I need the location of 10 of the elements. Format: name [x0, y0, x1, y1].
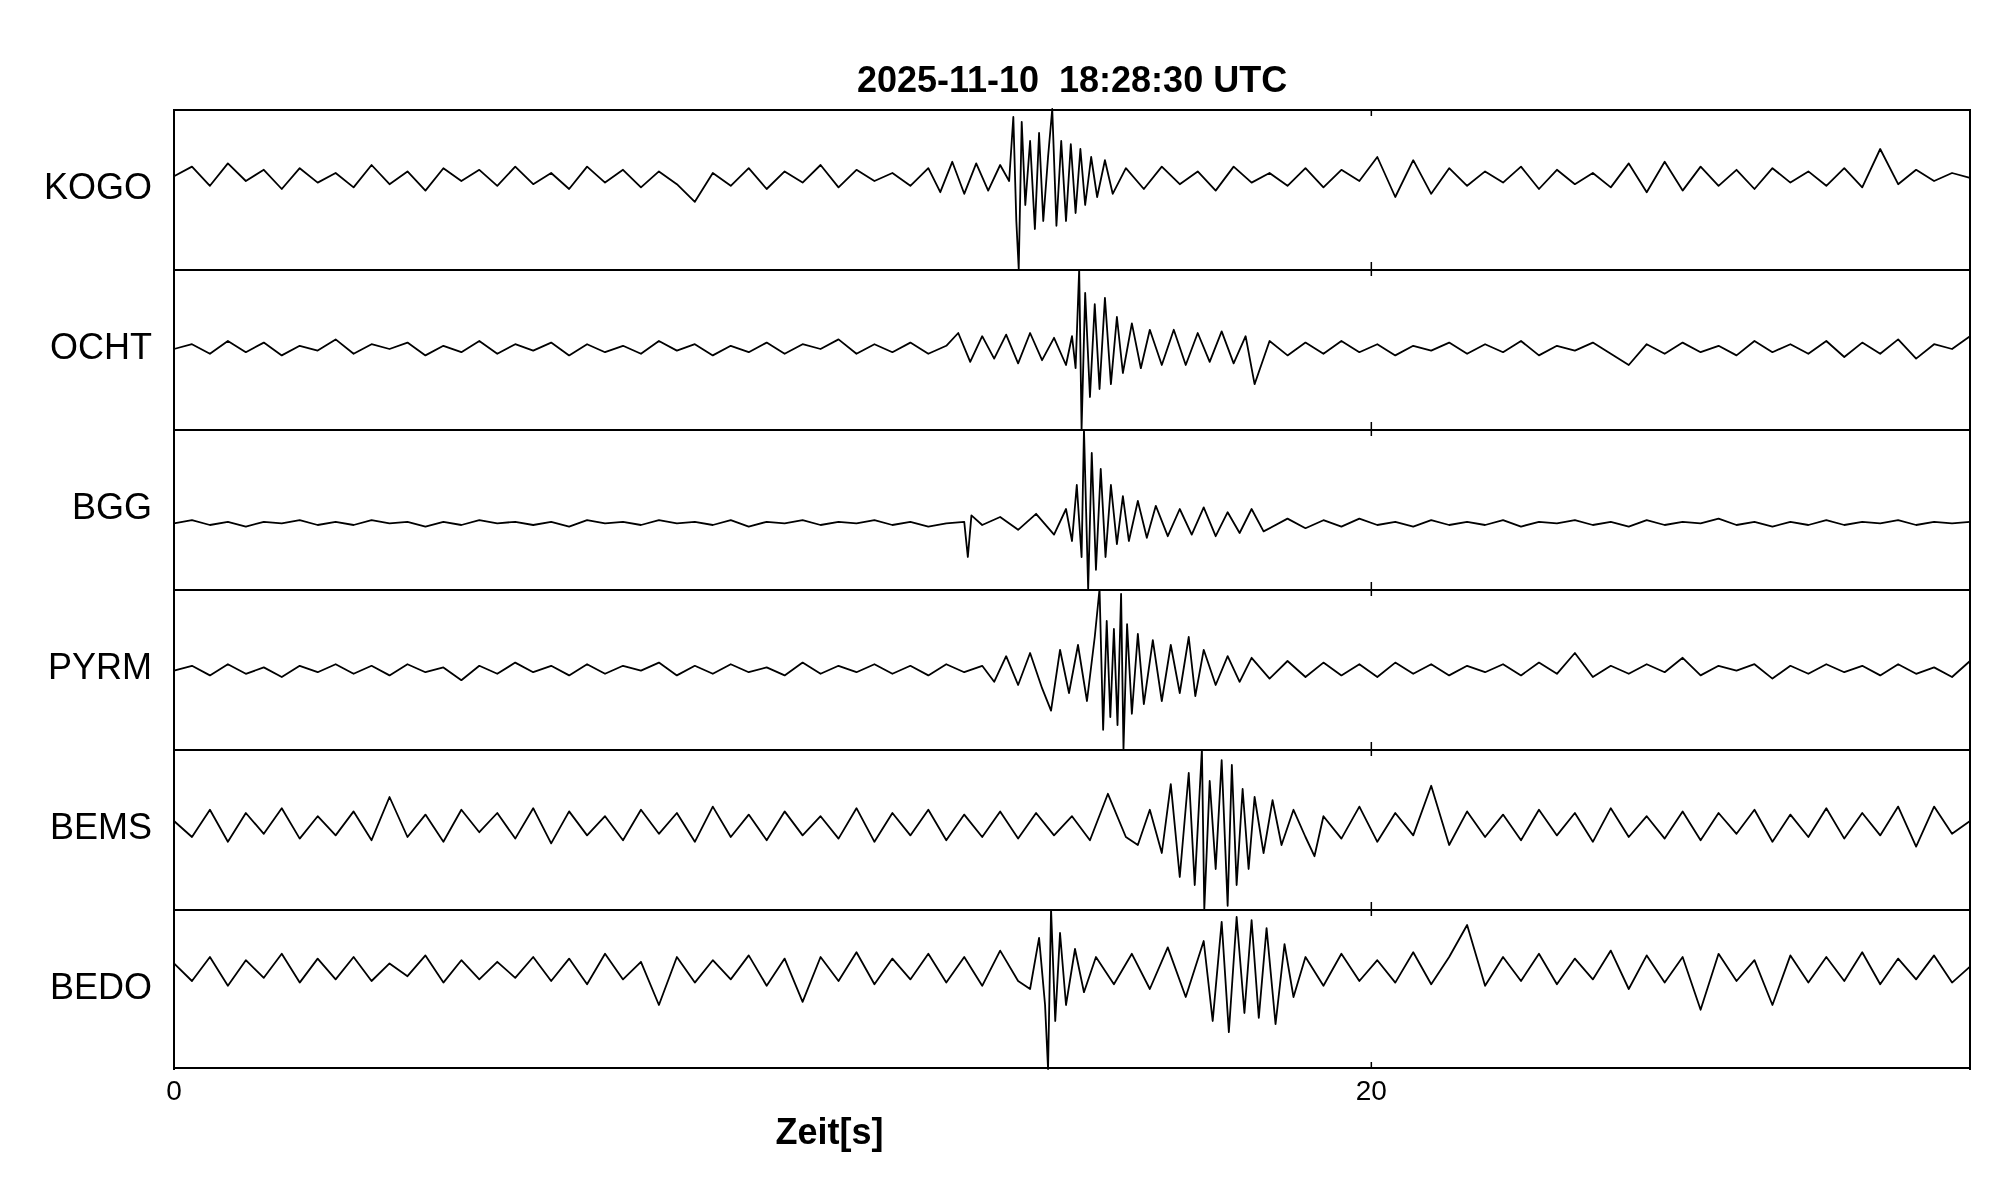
x-axis-title: Zeit[s]	[775, 1110, 884, 1152]
chart-title: 2025-11-10 18:28:30 UTC	[856, 58, 1288, 100]
y-axis-title: BGG	[71, 485, 152, 527]
x-tick-label: 0	[166, 1074, 182, 1106]
x-tick-label: 20	[1355, 1074, 1387, 1106]
y-axis-title: PYRM	[47, 645, 152, 687]
y-axis-title: BEMS	[49, 805, 152, 847]
y-axis-title: OCHT	[50, 325, 152, 367]
y-axis-title: BEDO	[49, 965, 152, 1007]
y-axis-title: KOGO	[43, 165, 152, 207]
